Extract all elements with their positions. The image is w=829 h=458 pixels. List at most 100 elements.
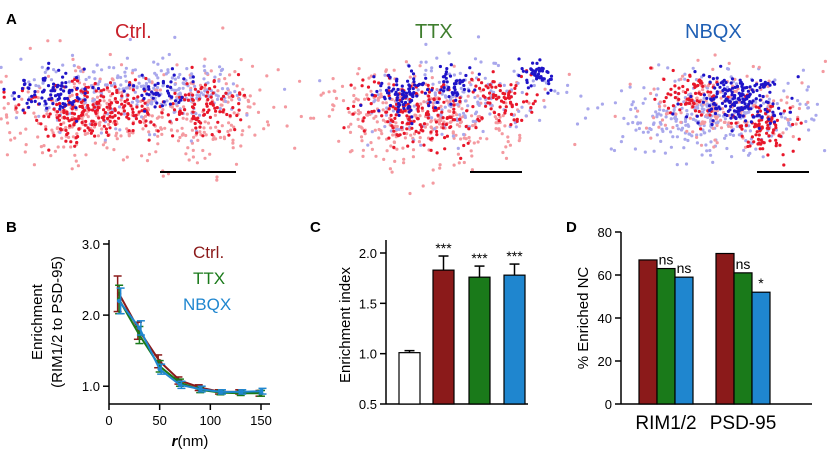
ctrl-localization [24, 143, 28, 147]
ctrl-localization [45, 106, 49, 110]
nbqx-localization [771, 102, 775, 106]
ttx-localization [407, 90, 411, 94]
ctrl-localization [106, 133, 110, 137]
ctrl-localization [146, 112, 150, 116]
ctrl-localization [228, 73, 232, 77]
nbqx-localization [726, 109, 731, 113]
nbqx-localization [798, 102, 802, 106]
ctrl-localization [112, 81, 117, 86]
ttx-localization [501, 114, 505, 118]
ttx-localization [483, 76, 487, 80]
ttx-localization [522, 100, 526, 104]
ctrl-localization [34, 83, 38, 88]
ttx-localization [392, 83, 396, 87]
ctrl-localization [153, 83, 157, 87]
ctrl-localization [120, 90, 124, 95]
ctrl-localization [77, 81, 82, 85]
nbqx-localization [723, 120, 727, 124]
nbqx-localization [742, 99, 746, 104]
nbqx-localization [738, 78, 742, 82]
ttx-localization [392, 129, 396, 133]
ctrl-localization [111, 115, 115, 119]
ctrl-localization [213, 75, 217, 79]
ttx-localization [451, 92, 455, 96]
nbqx-localization [749, 120, 754, 124]
ctrl-localization [58, 101, 62, 106]
ttx-localization [525, 78, 529, 82]
ctrl-localization [74, 106, 78, 110]
ttx-localization [383, 73, 387, 77]
ctrl-localization [163, 126, 167, 130]
ttx-localization [447, 109, 451, 113]
ttx-localization [530, 110, 534, 114]
ttx-localization [417, 131, 421, 135]
ttx-localization [348, 150, 352, 154]
b-series-nbqx [116, 287, 267, 395]
ttx-localization [363, 97, 367, 101]
ttx-localization [379, 129, 383, 133]
nbqx-localization [730, 113, 734, 117]
ttx-localization [503, 124, 507, 128]
ctrl-localization [109, 111, 113, 115]
ttx-localization [440, 92, 444, 96]
ttx-localization [437, 80, 441, 84]
ctrl-localization [171, 134, 175, 138]
ctrl-localization [4, 74, 8, 78]
ctrl-localization [161, 108, 165, 112]
ctrl-localization [59, 122, 63, 126]
ttx-localization [435, 133, 439, 137]
ctrl-localization [29, 100, 34, 104]
ctrl-localization [5, 153, 9, 157]
ttx-localization [408, 87, 412, 91]
ttx-localization [423, 125, 427, 129]
ctrl-localization [154, 150, 158, 154]
nbqx-localization [744, 119, 748, 123]
ctrl-localization [55, 113, 59, 117]
ctrl-localization [147, 78, 151, 82]
ctrl-localization [93, 109, 97, 114]
nbqx-localization [739, 124, 744, 128]
ttx-localization [486, 101, 490, 105]
ctrl-localization [0, 117, 3, 121]
ctrl-localization [182, 77, 186, 81]
ttx-localization [476, 140, 480, 144]
ctrl-localization [57, 93, 61, 98]
ctrl-localization [237, 102, 241, 106]
nbqx-localization [757, 133, 761, 137]
ttx-localization [360, 139, 364, 143]
ctrl-localization [20, 86, 25, 91]
nbqx-localization [707, 104, 712, 108]
ctrl-localization [102, 95, 106, 99]
nbqx-localization [761, 94, 765, 99]
nbqx-localization [796, 75, 800, 79]
ctrl-localization [80, 120, 84, 125]
ttx-localization [424, 68, 428, 72]
b-x-tick-label: 0 [105, 413, 112, 428]
nbqx-localization [658, 108, 662, 112]
ctrl-localization [181, 86, 185, 90]
nbqx-localization [774, 138, 778, 142]
ttx-localization [454, 79, 458, 83]
nbqx-localization [622, 116, 626, 120]
ctrl-localization [196, 90, 201, 94]
ttx-localization [410, 122, 414, 126]
ctrl-localization [202, 108, 206, 112]
ttx-localization [441, 122, 445, 126]
ctrl-localization [247, 125, 251, 129]
ctrl-localization [156, 134, 160, 138]
ctrl-localization [59, 110, 63, 114]
ctrl-localization [52, 107, 56, 111]
ttx-localization [375, 120, 379, 124]
nbqx-localization [750, 101, 754, 105]
ctrl-localization [77, 114, 81, 119]
ctrl-localization [170, 76, 175, 80]
ctrl-localization [105, 86, 109, 90]
ctrl-localization [75, 95, 79, 100]
nbqx-localization [695, 96, 699, 100]
nbqx-localization [756, 142, 760, 146]
nbqx-localization [734, 89, 738, 93]
ctrl-localization [199, 121, 203, 125]
ctrl-localization [102, 124, 106, 128]
ttx-localization [361, 78, 365, 82]
ttx-localization [479, 89, 483, 93]
